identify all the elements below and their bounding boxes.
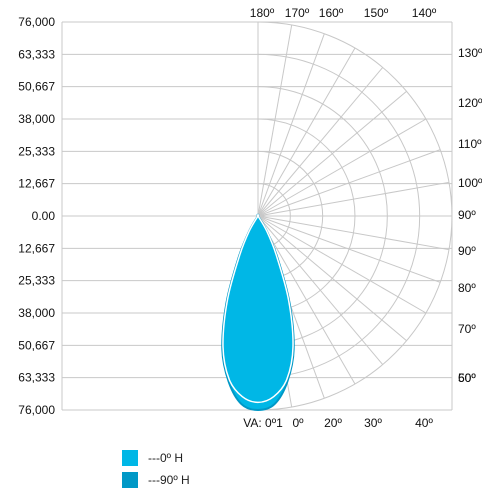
- y-axis-labels: 76,000 63,333 50,667 38,000 25,333 12,667 0.00…: [18, 15, 55, 417]
- y-tick-label: 63,333: [18, 47, 55, 61]
- y-tick-label: 76,000: [18, 15, 55, 29]
- angle-label-right: 50º: [458, 371, 476, 385]
- grid-spoke: [257, 149, 441, 217]
- grid-spoke: [257, 67, 384, 217]
- angle-label-right: 90º: [458, 244, 476, 258]
- series-0h-curve: [222, 214, 294, 404]
- y-tick-label: 38,000: [18, 306, 55, 320]
- y-tick-label: 38,000: [18, 112, 55, 126]
- grid-spoke: [257, 215, 356, 385]
- y-tick-label: 12,667: [18, 241, 55, 255]
- series-layer: [221, 213, 295, 412]
- angle-labels: 180º 170º 160º 150º 140º 130º 120º 110º 100º 90º 9…: [243, 6, 482, 430]
- angle-label-top: 170º: [285, 6, 310, 20]
- grid-spoke: [257, 215, 427, 314]
- angle-label-right: 130º: [458, 46, 482, 60]
- angle-label-top: 160º: [319, 6, 344, 20]
- grid-spoke: [257, 181, 450, 217]
- legend-swatch-0h: [122, 450, 138, 466]
- y-tick-label: 25,333: [18, 274, 55, 288]
- polar-chart: 76,000 63,333 50,667 38,000 25,333 12,667 0.00…: [18, 6, 482, 430]
- legend-swatch-90h: [122, 472, 138, 488]
- angle-label-bottom: 20º: [324, 416, 342, 430]
- angle-label-bottom: 30º: [364, 416, 382, 430]
- angle-label-bottom: 0º: [292, 416, 304, 430]
- angle-label-right: 100º: [458, 176, 482, 190]
- angle-label-top: 150º: [364, 6, 389, 20]
- angle-label-right: 70º: [458, 322, 476, 336]
- legend-label-0h: ---0º H: [148, 451, 184, 465]
- y-tick-label: 63,333: [18, 371, 55, 385]
- angle-label-right: 90º: [458, 208, 476, 222]
- angle-label-bottom: 40º: [415, 416, 433, 430]
- y-tick-label: 76,000: [18, 403, 55, 417]
- angle-label-top: 140º: [412, 6, 437, 20]
- grid-spoke: [257, 215, 384, 365]
- y-tick-label: 50,667: [18, 80, 55, 94]
- y-tick-label: 12,667: [18, 177, 55, 191]
- grid-spoke: [257, 47, 356, 217]
- grid-spoke: [257, 215, 450, 251]
- angle-label-right: 80º: [458, 281, 476, 295]
- grid-spoke: [257, 90, 407, 217]
- legend-item-90h: ---90º H: [122, 469, 190, 491]
- angle-label-bottom: VA: 0º1: [243, 416, 283, 430]
- angle-label-right: 110º: [458, 137, 482, 151]
- legend-item-0h: ---0º H: [122, 447, 190, 469]
- y-tick-label: 0.00: [32, 209, 56, 223]
- angle-label-top: 180º: [250, 6, 275, 20]
- angle-label-right: 60º: [458, 371, 476, 385]
- y-tick-label: 50,667: [18, 338, 55, 352]
- angle-label-right: 120º: [458, 96, 482, 110]
- grid-spoke: [257, 33, 325, 217]
- grid-spoke: [257, 215, 407, 342]
- grid-spoke: [257, 215, 441, 283]
- grid-spoke: [257, 24, 293, 217]
- legend-label-90h: ---90º H: [148, 473, 190, 487]
- chart-legend: ---0º H ---90º H: [122, 447, 190, 491]
- grid-spoke: [257, 118, 427, 217]
- y-tick-label: 25,333: [18, 144, 55, 158]
